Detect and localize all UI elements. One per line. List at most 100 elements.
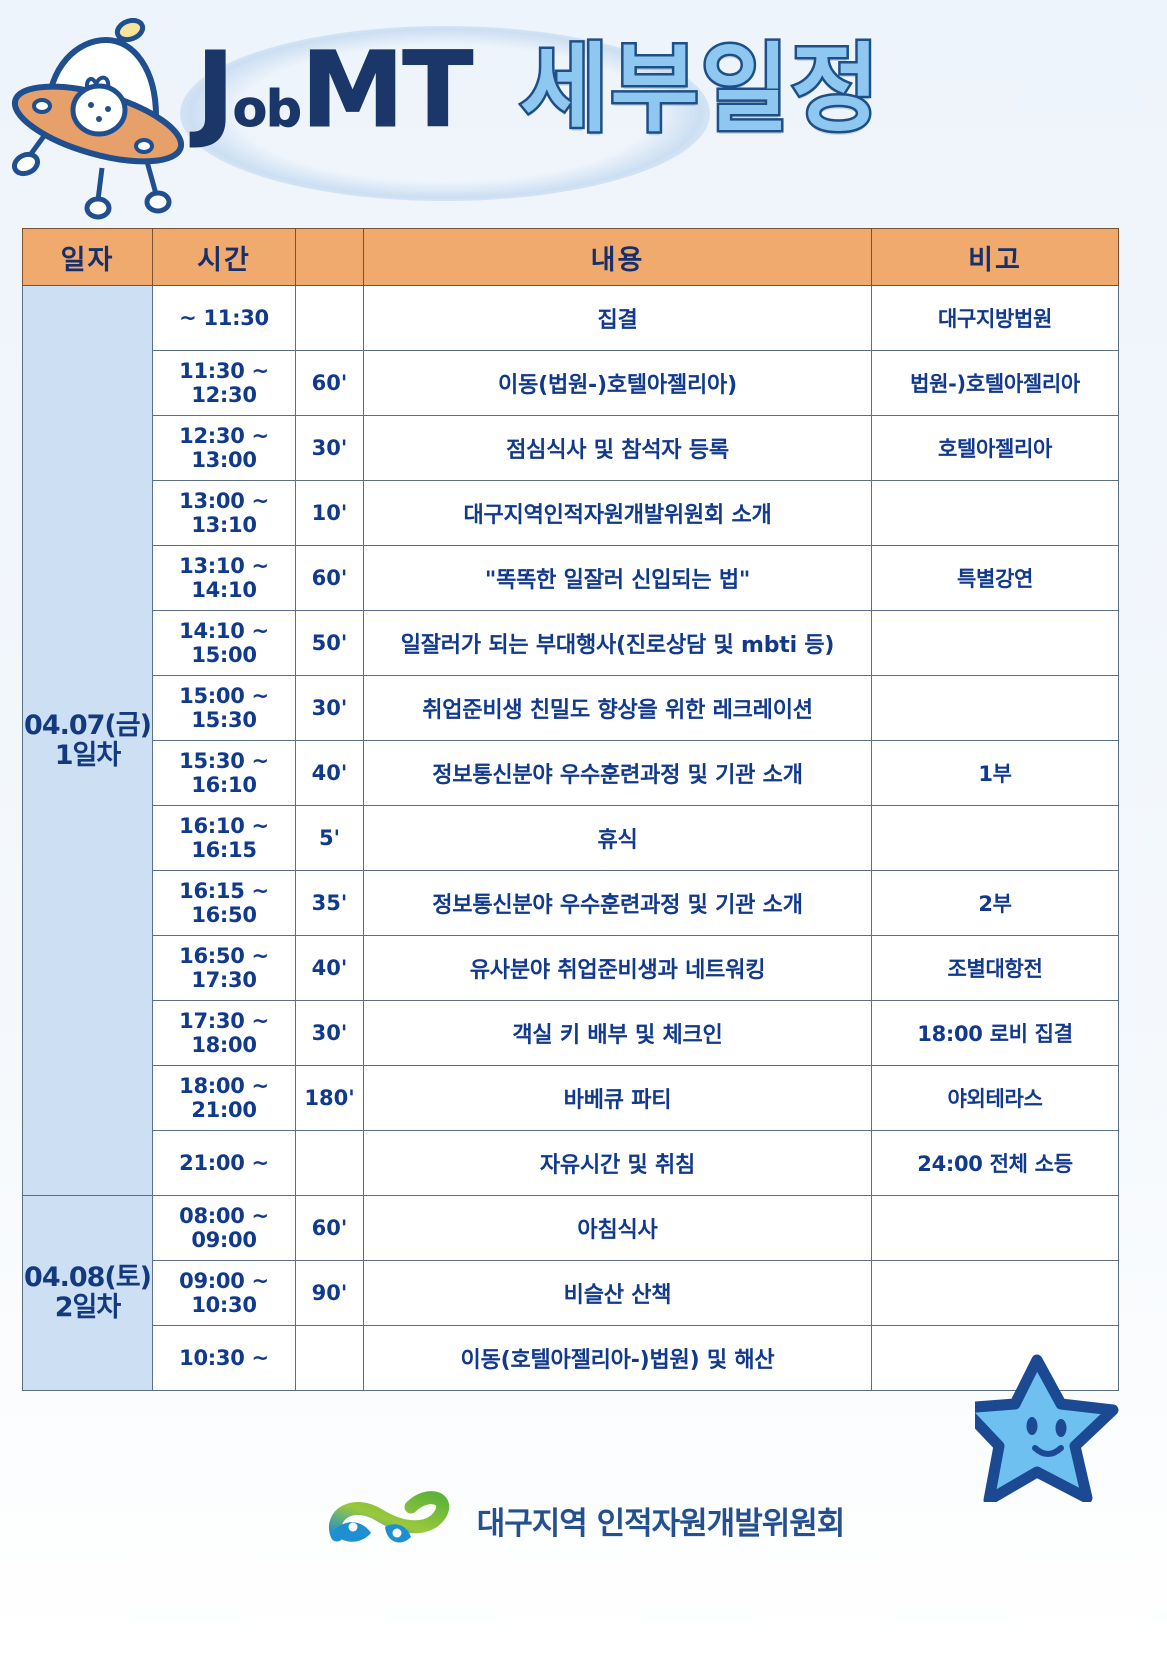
row-time-cell: 11:30 ~ 12:30 — [152, 350, 296, 416]
row-time-cell: 16:10 ~ 16:15 — [152, 805, 296, 871]
row-note-cell: 대구지방법원 — [871, 285, 1119, 351]
row-note-cell — [871, 1260, 1119, 1326]
row-time-cell: 16:15 ~ 16:50 — [152, 870, 296, 936]
smiling-star-icon — [975, 1354, 1119, 1502]
footer-organization-name: 대구지역 인적자원개발위원회 — [476, 1505, 846, 1542]
day-label-cell: 04.07(금) 1일차 — [22, 285, 153, 1196]
infinity-people-logo-icon — [328, 1491, 449, 1543]
poster-header: JobMT 세부일정 — [0, 0, 1167, 228]
row-note-cell — [871, 805, 1119, 871]
row-note-cell: 1부 — [871, 740, 1119, 806]
row-content-cell: 유사분야 취업준비생과 네트워킹 — [363, 935, 872, 1001]
table-row: 11:30 ~ 12:30 60' 이동(법원-)호텔아젤리아) 법원-)호텔아젤리아 — [23, 350, 1119, 416]
row-duration-cell: 60' — [295, 350, 364, 416]
row-duration-cell: 60' — [295, 545, 364, 611]
table-row: 12:30 ~ 13:00 30' 점심식사 및 참석자 등록 호텔아젤리아 — [23, 415, 1119, 481]
row-duration-cell: 35' — [295, 870, 364, 936]
row-note-cell: 18:00 로비 집결 — [871, 1000, 1119, 1066]
row-note-cell: 법원-)호텔아젤리아 — [871, 350, 1119, 416]
column-header-duration — [295, 228, 364, 286]
title-letters-ob: ob — [232, 80, 302, 139]
row-note-cell: 특별강연 — [871, 545, 1119, 611]
row-duration-cell: 50' — [295, 610, 364, 676]
row-content-cell: 휴식 — [363, 805, 872, 871]
row-note-cell: 조별대항전 — [871, 935, 1119, 1001]
row-content-cell: "똑똑한 일잘러 신입되는 법" — [363, 545, 872, 611]
page-title-en: JobMT — [196, 38, 474, 161]
row-note-cell — [871, 1195, 1119, 1261]
row-content-cell: 정보통신분야 우수훈련과정 및 기관 소개 — [363, 870, 872, 936]
table-row: 17:30 ~ 18:00 30' 객실 키 배부 및 체크인 18:00 로비 집결 — [23, 1000, 1119, 1066]
table-row: 21:00 ~ 자유시간 및 취침 24:00 전체 소등 — [23, 1130, 1119, 1196]
row-note-cell — [871, 675, 1119, 741]
table-header-row: 일자 시간 내용 비고 — [22, 228, 1119, 286]
row-time-cell: 13:10 ~ 14:10 — [152, 545, 296, 611]
row-note-cell — [871, 480, 1119, 546]
day-label-dayno: 1일차 — [54, 739, 121, 771]
row-duration-cell: 30' — [295, 675, 364, 741]
row-duration-cell: 30' — [295, 1000, 364, 1066]
table-row: 10:30 ~ 이동(호텔아젤리아-)법원) 및 해산 — [23, 1325, 1119, 1391]
row-note-cell — [871, 610, 1119, 676]
row-note-cell — [871, 1325, 1119, 1391]
table-row: 13:10 ~ 14:10 60' "똑똑한 일잘러 신입되는 법" 특별강연 — [23, 545, 1119, 611]
row-duration-cell — [295, 285, 364, 351]
table-row: 13:00 ~ 13:10 10' 대구지역인적자원개발위원회 소개 — [23, 480, 1119, 546]
row-duration-cell — [295, 1325, 364, 1391]
row-time-cell: ~ 11:30 — [152, 285, 296, 351]
page-title-ko: 세부일정 — [517, 32, 882, 147]
row-time-cell: 09:00 ~ 10:30 — [152, 1260, 296, 1326]
row-duration-cell: 40' — [295, 935, 364, 1001]
ufo-mascot-icon — [11, 18, 185, 220]
row-duration-cell: 40' — [295, 740, 364, 806]
day-label-date: 04.07(금) — [24, 709, 152, 741]
table-row: 16:10 ~ 16:15 5' 휴식 — [23, 805, 1119, 871]
title-letter-j: J — [196, 29, 236, 151]
row-note-cell: 24:00 전체 소등 — [871, 1130, 1119, 1196]
row-time-cell: 14:10 ~ 15:00 — [152, 610, 296, 676]
row-note-cell: 호텔아젤리아 — [871, 415, 1119, 481]
row-content-cell: 객실 키 배부 및 체크인 — [363, 1000, 872, 1066]
table-row: 04.08(토) 2일차 08:00 ~ 09:00 60' 아침식사 — [22, 1195, 1119, 1391]
row-content-cell: 비슬산 산책 — [363, 1260, 872, 1326]
row-time-cell: 17:30 ~ 18:00 — [152, 1000, 296, 1066]
row-time-cell: 21:00 ~ — [152, 1130, 296, 1196]
schedule-table-body: 04.07(금) 1일차 ~ 11:30 집결 대구지방법원 11:30 ~ 12:30 6… — [22, 285, 1119, 1391]
table-row: 04.07(금) 1일차 ~ 11:30 집결 대구지방법원 — [22, 285, 1119, 1196]
row-time-cell: 10:30 ~ — [152, 1325, 296, 1391]
row-content-cell: 집결 — [363, 285, 872, 351]
row-time-cell: 15:00 ~ 15:30 — [152, 675, 296, 741]
day-label-date: 04.08(토) — [24, 1262, 152, 1293]
row-time-cell: 08:00 ~ 09:00 — [152, 1195, 296, 1261]
row-duration-cell: 180' — [295, 1065, 364, 1131]
row-time-cell: 12:30 ~ 13:00 — [152, 415, 296, 481]
row-duration-cell: 30' — [295, 415, 364, 481]
row-note-cell: 야외테라스 — [871, 1065, 1119, 1131]
day-label-dayno: 2일차 — [54, 1292, 121, 1323]
row-duration-cell: 10' — [295, 480, 364, 546]
table-row: 16:50 ~ 17:30 40' 유사분야 취업준비생과 네트워킹 조별대항전 — [23, 935, 1119, 1001]
row-content-cell: 점심식사 및 참석자 등록 — [363, 415, 872, 481]
title-halo-decoration — [180, 26, 710, 201]
table-row: 09:00 ~ 10:30 90' 비슬산 산책 — [23, 1260, 1119, 1326]
column-header-content: 내용 — [363, 228, 872, 286]
table-row: 14:10 ~ 15:00 50' 일잘러가 되는 부대행사(진로상담 및 mbti… — [23, 610, 1119, 676]
day-label-cell: 04.08(토) 2일차 — [22, 1195, 153, 1391]
row-content-cell: 바베큐 파티 — [363, 1065, 872, 1131]
column-header-date: 일자 — [22, 228, 153, 286]
table-row: 16:15 ~ 16:50 35' 정보통신분야 우수훈련과정 및 기관 소개 2부 — [23, 870, 1119, 936]
title-letters-mt: MT — [300, 29, 473, 151]
row-time-cell: 16:50 ~ 17:30 — [152, 935, 296, 1001]
row-content-cell: 일잘러가 되는 부대행사(진로상담 및 mbti 등) — [363, 610, 872, 676]
table-row: 18:00 ~ 21:00 180' 바베큐 파티 야외테라스 — [23, 1065, 1119, 1131]
row-time-cell: 15:30 ~ 16:10 — [152, 740, 296, 806]
row-note-cell: 2부 — [871, 870, 1119, 936]
row-time-cell: 13:00 ~ 13:10 — [152, 480, 296, 546]
row-content-cell: 이동(법원-)호텔아젤리아) — [363, 350, 872, 416]
row-content-cell: 정보통신분야 우수훈련과정 및 기관 소개 — [363, 740, 872, 806]
schedule-table: 일자 시간 내용 비고 04.07(금) 1일차 ~ 11:30 집결 대구지방법원 11… — [22, 228, 1119, 1391]
column-header-note: 비고 — [871, 228, 1119, 286]
row-time-cell: 18:00 ~ 21:00 — [152, 1065, 296, 1131]
row-duration-cell: 90' — [295, 1260, 364, 1326]
